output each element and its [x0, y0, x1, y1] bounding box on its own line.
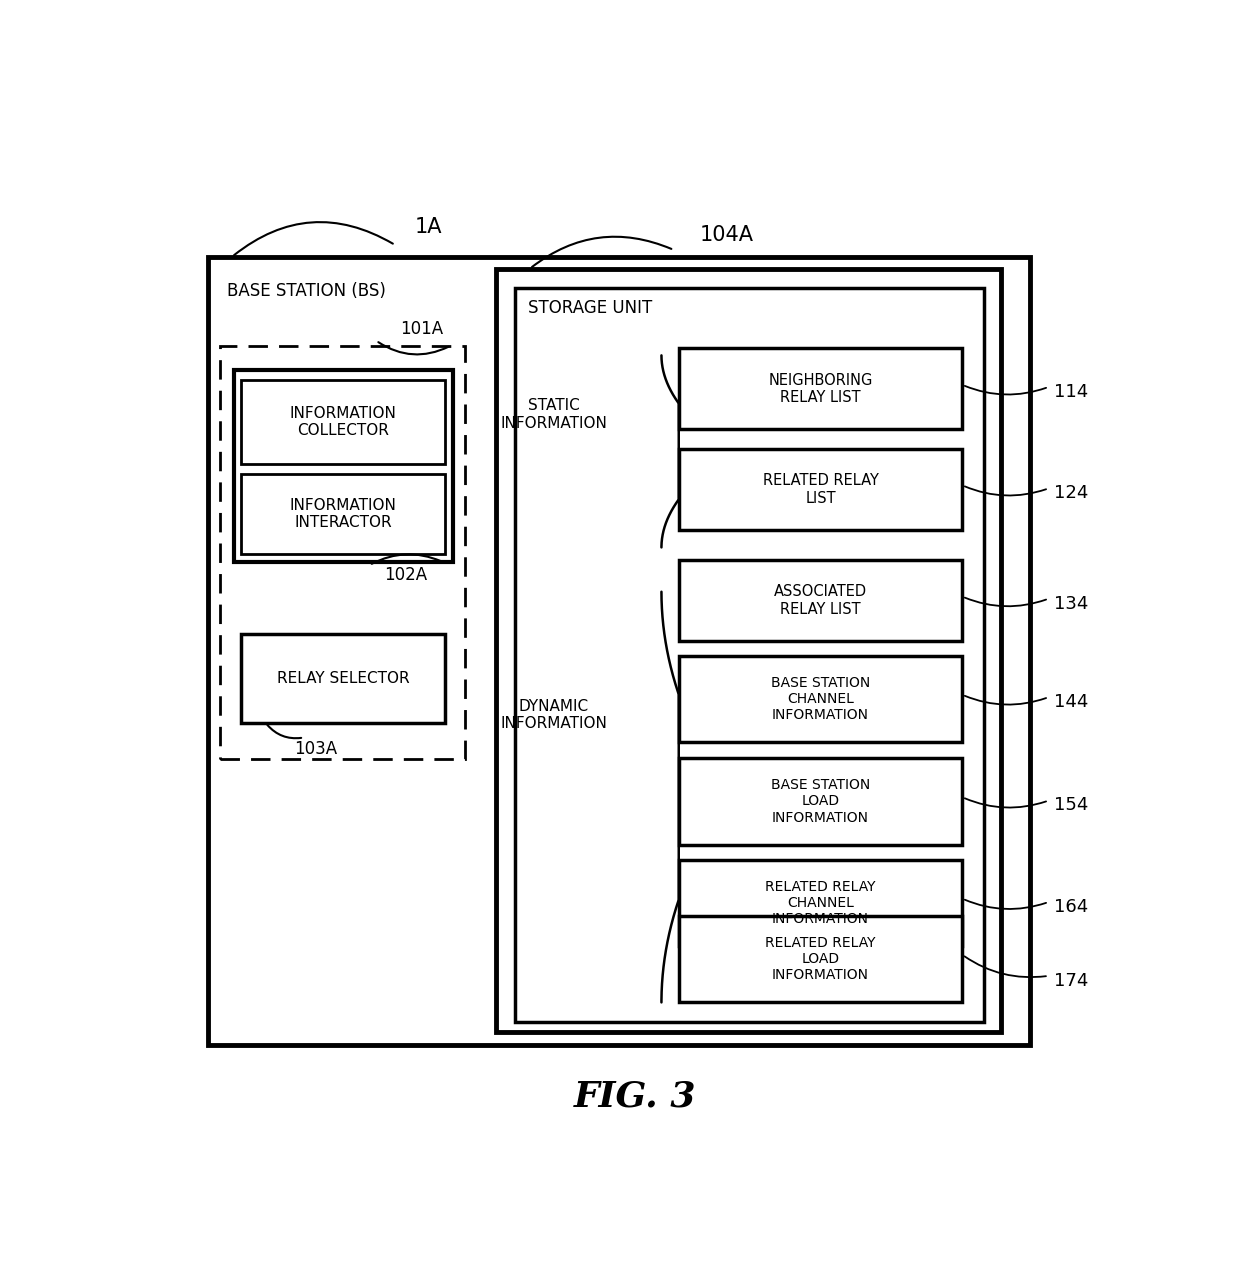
FancyBboxPatch shape	[678, 560, 962, 641]
Text: 102A: 102A	[383, 567, 427, 585]
Text: RELATED RELAY
LOAD
INFORMATION: RELATED RELAY LOAD INFORMATION	[765, 936, 875, 982]
Text: STORAGE UNIT: STORAGE UNIT	[528, 299, 652, 317]
FancyBboxPatch shape	[242, 473, 445, 554]
FancyBboxPatch shape	[678, 348, 962, 430]
Text: 154: 154	[1054, 797, 1087, 815]
FancyBboxPatch shape	[678, 859, 962, 946]
FancyBboxPatch shape	[208, 257, 1029, 1045]
Text: 124: 124	[1054, 485, 1087, 503]
Text: STATIC
INFORMATION: STATIC INFORMATION	[501, 398, 608, 431]
Text: NEIGHBORING
RELAY LIST: NEIGHBORING RELAY LIST	[769, 372, 873, 405]
FancyBboxPatch shape	[242, 380, 445, 464]
Text: BASE STATION
LOAD
INFORMATION: BASE STATION LOAD INFORMATION	[771, 779, 870, 825]
Text: 174: 174	[1054, 972, 1087, 990]
Text: 103A: 103A	[294, 741, 337, 758]
Text: RELAY SELECTOR: RELAY SELECTOR	[277, 671, 409, 686]
Text: 104A: 104A	[699, 225, 754, 246]
Text: FIG. 3: FIG. 3	[574, 1079, 697, 1114]
Text: 1A: 1A	[415, 217, 443, 238]
Text: RELATED RELAY
LIST: RELATED RELAY LIST	[763, 473, 878, 505]
Text: 134: 134	[1054, 595, 1087, 613]
FancyBboxPatch shape	[678, 758, 962, 845]
Text: INFORMATION
COLLECTOR: INFORMATION COLLECTOR	[290, 405, 397, 437]
Text: 101A: 101A	[401, 320, 443, 338]
FancyBboxPatch shape	[678, 916, 962, 1003]
Text: RELATED RELAY
CHANNEL
INFORMATION: RELATED RELAY CHANNEL INFORMATION	[765, 880, 875, 926]
FancyBboxPatch shape	[678, 656, 962, 742]
FancyBboxPatch shape	[242, 634, 445, 723]
Text: ASSOCIATED
RELAY LIST: ASSOCIATED RELAY LIST	[774, 585, 867, 616]
FancyBboxPatch shape	[221, 345, 465, 760]
Text: DYNAMIC
INFORMATION: DYNAMIC INFORMATION	[501, 698, 608, 732]
Text: 114: 114	[1054, 382, 1087, 400]
FancyBboxPatch shape	[234, 370, 453, 563]
Text: 144: 144	[1054, 693, 1087, 711]
Text: 164: 164	[1054, 898, 1087, 916]
FancyBboxPatch shape	[496, 269, 1001, 1032]
Text: INFORMATION
INTERACTOR: INFORMATION INTERACTOR	[290, 498, 397, 530]
Text: BASE STATION
CHANNEL
INFORMATION: BASE STATION CHANNEL INFORMATION	[771, 675, 870, 723]
FancyBboxPatch shape	[516, 288, 985, 1022]
FancyBboxPatch shape	[678, 449, 962, 530]
Text: BASE STATION (BS): BASE STATION (BS)	[227, 283, 386, 301]
